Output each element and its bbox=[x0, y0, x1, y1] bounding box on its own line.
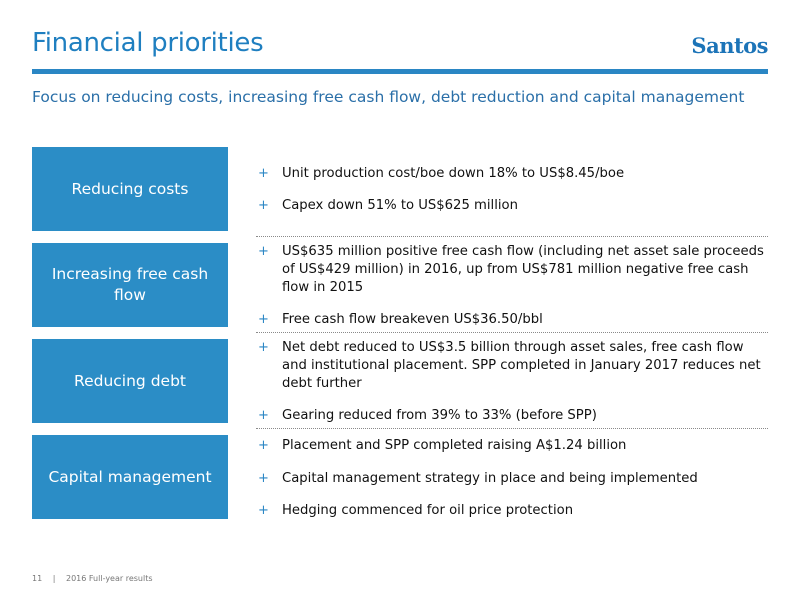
bullet-text: Capex down 51% to US$625 million bbox=[282, 198, 518, 213]
bullet-item: + Capital management strategy in place a… bbox=[256, 470, 768, 488]
bullet-item: + Hedging commenced for oil price protec… bbox=[256, 502, 768, 520]
bullet-item: + Net debt reduced to US$3.5 billion thr… bbox=[256, 339, 768, 393]
bullet-text: Capital management strategy in place and… bbox=[282, 471, 698, 486]
footer-label: 2016 Full-year results bbox=[65, 574, 153, 583]
plus-icon: + bbox=[258, 471, 269, 486]
category-label: Reducing costs bbox=[71, 179, 189, 198]
bullet-item: + Capex down 51% to US$625 million bbox=[256, 197, 768, 215]
bullet-item: + Placement and SPP completed raising A$… bbox=[256, 437, 768, 455]
bullet-item: + Gearing reduced from 39% to 33% (befor… bbox=[256, 407, 768, 425]
category-box-increasing-free-cash-flow: Increasing free cash flow bbox=[32, 243, 228, 327]
bullet-text: Unit production cost/boe down 18% to US$… bbox=[282, 166, 625, 181]
footer-separator: | bbox=[52, 574, 56, 583]
row-divider bbox=[256, 236, 768, 237]
bullet-text: US$635 million positive free cash flow (… bbox=[282, 244, 764, 295]
category-box-capital-management: Capital management bbox=[32, 435, 228, 519]
bullet-text: Free cash flow breakeven US$36.50/bbl bbox=[282, 312, 543, 327]
page-subtitle: Focus on reducing costs, increasing free… bbox=[32, 88, 745, 106]
bullet-item: + US$635 million positive free cash flow… bbox=[256, 243, 768, 297]
plus-icon: + bbox=[258, 166, 269, 181]
row-divider bbox=[256, 332, 768, 333]
plus-icon: + bbox=[258, 408, 269, 423]
bullet-text: Hedging commenced for oil price protecti… bbox=[282, 503, 574, 518]
bullet-text: Net debt reduced to US$3.5 billion throu… bbox=[282, 340, 761, 391]
bullet-text: Placement and SPP completed raising A$1.… bbox=[282, 438, 627, 453]
plus-icon: + bbox=[258, 340, 269, 355]
plus-icon: + bbox=[258, 503, 269, 518]
bullet-text: Gearing reduced from 39% to 33% (before … bbox=[282, 408, 597, 423]
row-divider bbox=[256, 428, 768, 429]
bullet-item: + Unit production cost/boe down 18% to U… bbox=[256, 165, 768, 183]
category-label: Reducing debt bbox=[74, 371, 186, 390]
category-box-reducing-debt: Reducing debt bbox=[32, 339, 228, 423]
page-number: 11 bbox=[32, 574, 43, 583]
plus-icon: + bbox=[258, 244, 269, 259]
footer: 11 | 2016 Full-year results bbox=[32, 574, 161, 583]
category-label: Increasing free cash flow bbox=[51, 265, 209, 304]
category-box-reducing-costs: Reducing costs bbox=[32, 147, 228, 231]
plus-icon: + bbox=[258, 312, 269, 327]
plus-icon: + bbox=[258, 198, 269, 213]
bullet-item: + Free cash flow breakeven US$36.50/bbl bbox=[256, 311, 768, 329]
title-rule bbox=[32, 69, 768, 74]
plus-icon: + bbox=[258, 438, 269, 453]
santos-logo: Santos bbox=[691, 33, 768, 58]
page-title: Financial priorities bbox=[32, 28, 264, 58]
category-label: Capital management bbox=[48, 467, 212, 486]
